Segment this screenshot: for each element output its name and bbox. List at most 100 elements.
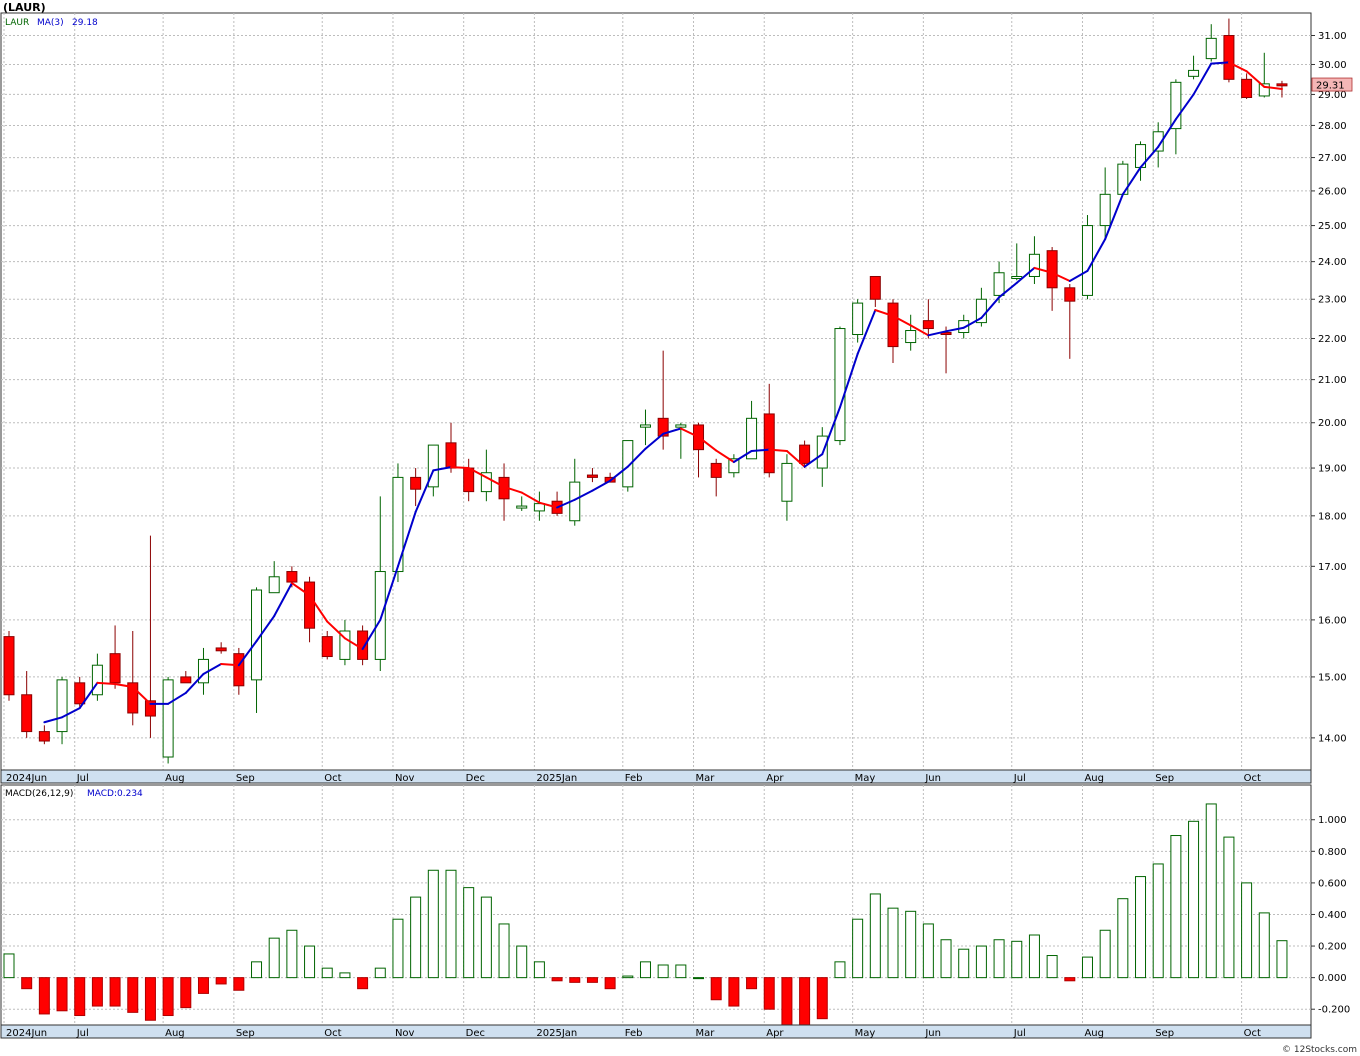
candle: [392, 463, 404, 583]
ma-segment: [202, 663, 223, 675]
macd-bar: [74, 977, 86, 1017]
macd-x-axis-band: [0, 1024, 1312, 1039]
candle: [3, 631, 15, 701]
candle: [410, 468, 422, 507]
candle: [91, 653, 103, 701]
ma-segment: [644, 432, 665, 450]
candle-body: [622, 440, 634, 488]
candle-body: [74, 682, 86, 705]
ma-segment: [467, 467, 488, 479]
macd-bar: [357, 977, 369, 990]
candle: [74, 676, 86, 707]
macd-bar: [162, 977, 174, 1017]
ma-segment: [220, 663, 240, 667]
candle-body: [1152, 131, 1164, 152]
candle-body: [3, 636, 15, 696]
candle: [834, 326, 846, 446]
macd-x-tick-label: Jul: [76, 1028, 89, 1039]
candle: [763, 383, 775, 478]
macd-bar: [392, 918, 404, 979]
candle-body: [427, 444, 439, 488]
macd-bar: [993, 939, 1005, 979]
macd-bar: [1011, 940, 1023, 979]
macd-bar: [1046, 955, 1058, 979]
candle: [586, 468, 598, 483]
macd-bar: [1241, 882, 1253, 979]
candle-body: [21, 694, 33, 733]
macd-bar: [445, 869, 457, 979]
price-x-tick-label: Oct: [1244, 773, 1261, 784]
ma-segment: [715, 449, 735, 464]
macd-x-tick-label: May: [855, 1028, 876, 1039]
price-x-tick-label: Aug: [165, 773, 185, 784]
macd-bar: [852, 918, 864, 979]
macd-bar: [1117, 898, 1129, 979]
macd-x-tick-label: Feb: [625, 1028, 643, 1039]
macd-bar: [675, 964, 687, 979]
macd-bar: [1258, 912, 1270, 979]
ma-segment: [750, 448, 771, 453]
candle-body: [887, 302, 899, 348]
candle-body: [905, 330, 917, 344]
candle-body: [268, 576, 280, 594]
candle: [1258, 52, 1270, 98]
candle-body: [162, 679, 174, 758]
candle-body: [940, 332, 952, 336]
ma-segment: [892, 314, 912, 327]
price-x-tick-label: Dec: [466, 773, 485, 784]
candle: [162, 676, 174, 764]
candle-body: [1276, 83, 1288, 87]
candle: [746, 400, 758, 460]
macd-bar: [268, 937, 280, 979]
macd-bar: [215, 977, 227, 985]
ma-segment: [343, 637, 364, 651]
macd-bar: [1205, 803, 1217, 979]
ma-segment: [1210, 61, 1230, 65]
price-y-tick-label: 15.00: [1318, 672, 1347, 683]
price-y-tick-label: 28.00: [1318, 121, 1347, 132]
candle-body: [922, 320, 934, 330]
ma-segment: [1227, 61, 1248, 73]
ma-segment: [980, 296, 1001, 319]
candle: [480, 449, 492, 502]
macd-bar: [516, 945, 528, 979]
macd-bar: [21, 977, 33, 990]
price-y-tick-label: 30.00: [1318, 60, 1347, 71]
candle-body: [374, 571, 386, 660]
candle-body: [639, 424, 651, 428]
macd-bar: [639, 961, 651, 979]
macd-x-axis: 2024Jun Jul Aug Sep Oct Nov Dec 2025Jan Feb Mar Ap…: [6, 1028, 1261, 1039]
ma-segment: [998, 281, 1018, 299]
macd-bar: [127, 977, 139, 1013]
macd-bars: [3, 803, 1288, 1029]
price-y-tick-label: 26.00: [1318, 186, 1347, 197]
candle-body: [392, 476, 404, 573]
ma-segment: [450, 466, 470, 470]
ma-segment: [874, 309, 894, 317]
price-y-tick-label: 29.00: [1318, 90, 1347, 101]
price-x-axis: 2024Jun Jul Aug Sep Oct Nov Dec 2025Jan Feb Mar Ap…: [6, 773, 1261, 784]
price-x-tick-label: Aug: [1084, 773, 1104, 784]
macd-bar: [869, 893, 881, 979]
macd-bar: [1028, 934, 1040, 979]
candle: [799, 440, 811, 469]
ma-segment: [1104, 193, 1124, 241]
candle: [516, 496, 528, 511]
candle: [639, 409, 651, 446]
candle: [781, 454, 793, 521]
macd-bar: [339, 972, 351, 979]
macd-bar: [604, 977, 616, 990]
candle: [1152, 122, 1164, 168]
ma-segment: [326, 620, 346, 640]
macd-y-tick-label: 0.800: [1318, 847, 1347, 858]
macd-bar: [781, 977, 793, 1026]
candle-body: [38, 731, 50, 742]
ma-segment: [785, 450, 806, 468]
macd-x-tick-label: Aug: [165, 1028, 185, 1039]
candle: [374, 496, 386, 672]
price-x-tick-label: Oct: [324, 773, 341, 784]
candle-body: [445, 442, 457, 469]
ma-segment: [538, 501, 559, 509]
candle: [852, 299, 864, 343]
price-x-tick-label: Jul: [1013, 773, 1026, 784]
